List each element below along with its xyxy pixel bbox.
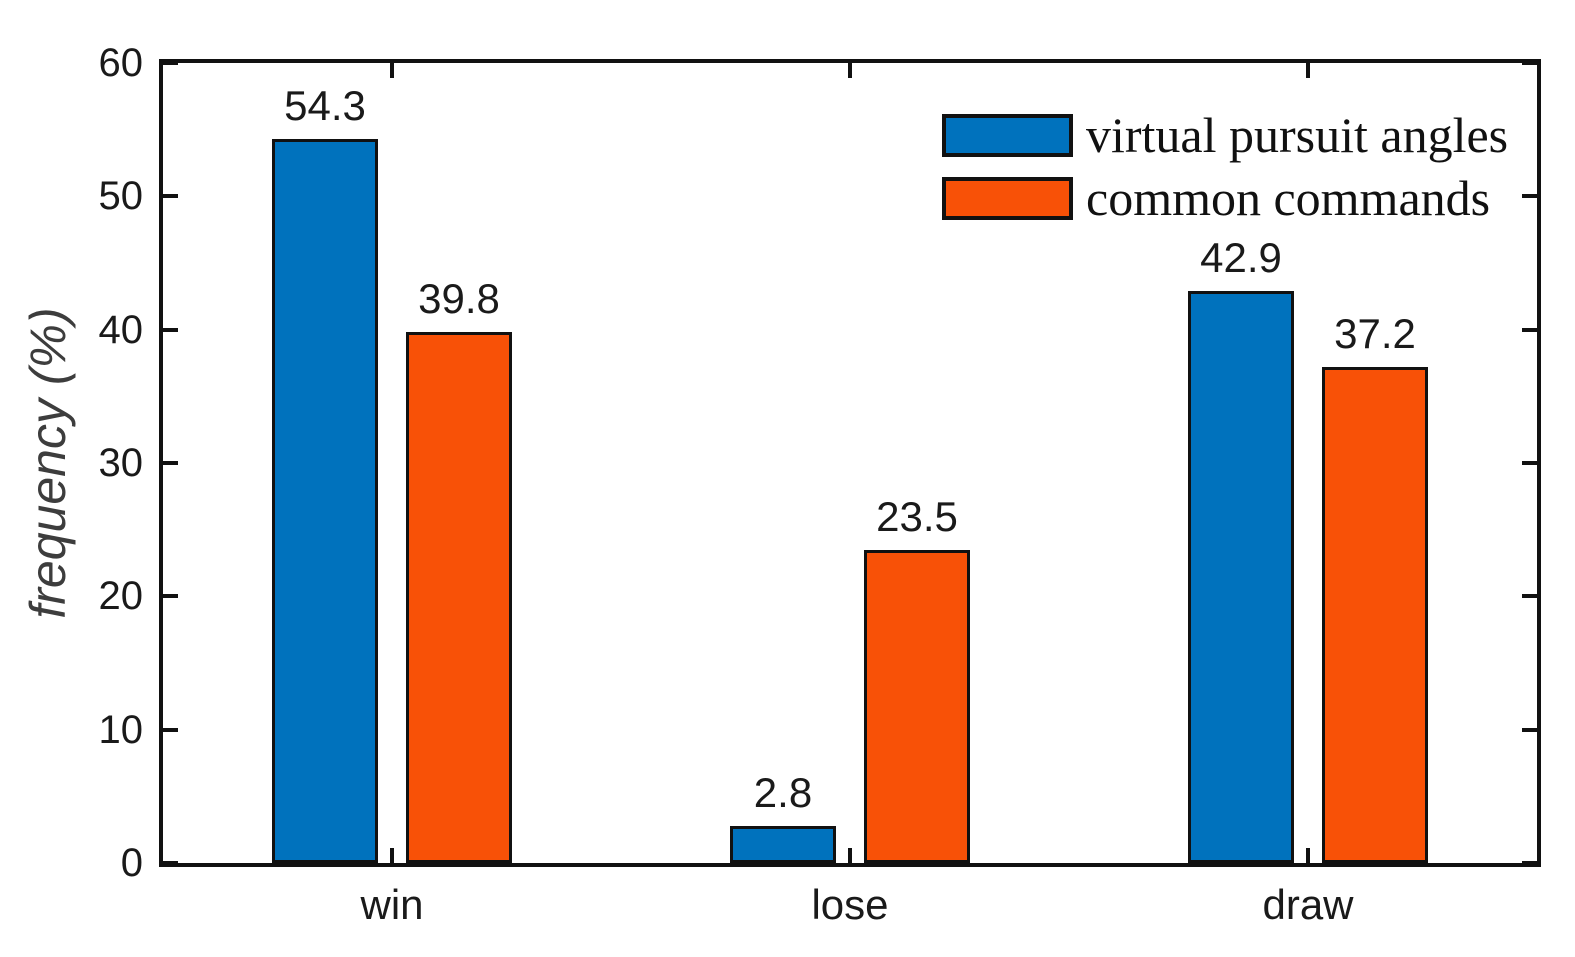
x-axis-tick (1306, 848, 1310, 863)
legend-row: virtual pursuit angles (942, 110, 1508, 160)
y-axis-tick-right (1522, 727, 1537, 732)
legend-label: virtual pursuit angles (1086, 107, 1509, 163)
bar-value-label: 2.8 (753, 768, 813, 816)
y-tick-label: 60 (98, 41, 144, 85)
y-axis-tick-right (1522, 594, 1537, 599)
x-axis-tick-top (390, 63, 394, 78)
bar-lose-series1 (864, 549, 970, 863)
y-tick-label: 50 (98, 174, 144, 219)
y-axis-tick (163, 461, 178, 465)
y-axis-tick-right (1522, 61, 1537, 65)
x-category-label: win (360, 881, 424, 928)
legend-row: common commands (942, 173, 1508, 223)
plot-area: 54.3 2.8 42.9 39.8 23.5 37.2 (159, 59, 1541, 867)
bar-value-label: 42.9 (1200, 234, 1282, 281)
x-category-label: draw (1262, 881, 1354, 928)
y-axis-tick (163, 594, 178, 599)
y-axis-tick-right (1522, 194, 1537, 199)
x-axis-tick-top (848, 63, 852, 78)
y-tick-label: 10 (98, 707, 144, 752)
legend-swatch-virtual-pursuit-angles (942, 113, 1073, 157)
y-axis-tick (163, 727, 178, 732)
bar-value-label: 23.5 (876, 492, 958, 540)
y-axis-tick (163, 194, 178, 199)
y-tick-label: 40 (98, 307, 144, 352)
y-axis-tick-right (1522, 861, 1537, 865)
y-tick-label: 20 (98, 574, 144, 619)
bar-draw-series0 (1188, 291, 1294, 863)
y-tick-label: 0 (120, 841, 143, 885)
y-axis-tick (163, 61, 178, 65)
y-axis-tick (163, 327, 178, 332)
y-tick-label: 30 (98, 441, 144, 485)
legend-swatch-common-commands (942, 176, 1073, 220)
x-category-label: lose (811, 881, 889, 928)
bar-draw-series1 (1322, 367, 1428, 863)
bar-value-label: 54.3 (284, 82, 366, 129)
bar-win-series0 (272, 139, 378, 863)
bar-win-series1 (406, 332, 512, 863)
bar-value-label: 37.2 (1334, 310, 1416, 357)
bar-lose-series0 (730, 825, 836, 863)
y-axis-tick-right (1522, 461, 1537, 465)
legend: virtual pursuit angles common commands (942, 110, 1508, 236)
y-axis-tick (163, 861, 178, 865)
x-axis-tick (390, 848, 394, 863)
x-axis-tick-top (1306, 63, 1310, 78)
x-axis-tick (848, 848, 852, 863)
bar-value-label: 39.8 (418, 275, 500, 323)
legend-label: common commands (1086, 170, 1491, 226)
y-axis-tick-right (1522, 327, 1537, 332)
